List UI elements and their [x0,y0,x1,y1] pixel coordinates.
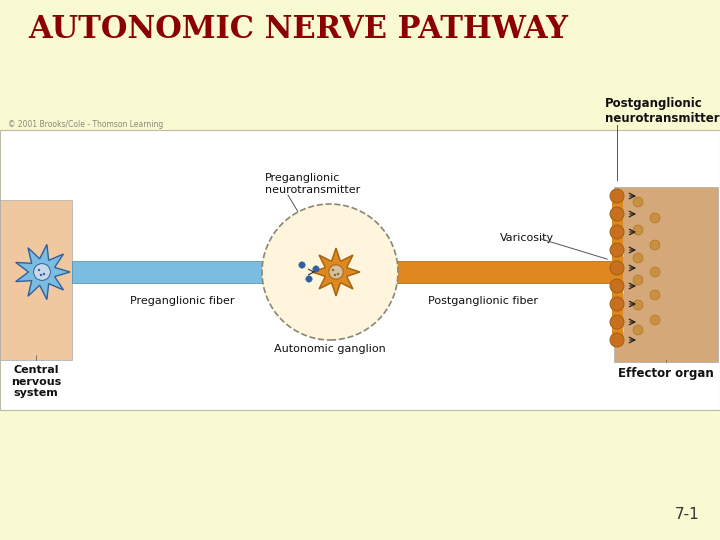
Circle shape [633,197,643,207]
Circle shape [610,189,624,203]
Wedge shape [614,282,624,302]
Circle shape [610,315,624,329]
Circle shape [610,279,624,293]
Text: Postganglionic fiber: Postganglionic fiber [428,296,538,306]
Circle shape [650,267,660,277]
Text: Preganglionic fiber: Preganglionic fiber [130,296,234,306]
Text: Preganglionic
neurotransmitter: Preganglionic neurotransmitter [265,173,360,195]
Circle shape [650,213,660,223]
Bar [0,200,72,360]
Circle shape [633,253,643,263]
Wedge shape [614,244,624,264]
Circle shape [633,225,643,235]
Polygon shape [16,245,70,300]
Wedge shape [614,320,624,340]
Text: © 2001 Brooks/Cole - Thomson Learning: © 2001 Brooks/Cole - Thomson Learning [8,120,163,129]
Wedge shape [614,206,624,226]
Text: AUTONOMIC NERVE PATHWAY: AUTONOMIC NERVE PATHWAY [28,15,568,45]
Circle shape [42,273,45,275]
Circle shape [37,269,40,271]
Text: Varicosity: Varicosity [500,233,554,243]
Circle shape [329,265,343,279]
Bar [614,187,718,362]
Circle shape [610,261,624,275]
Circle shape [34,264,50,280]
Circle shape [610,297,624,311]
Polygon shape [296,261,332,283]
Text: 7-1: 7-1 [675,507,700,522]
Circle shape [610,207,624,221]
Circle shape [633,275,643,285]
Circle shape [650,290,660,300]
Bar [72,261,296,283]
Ellipse shape [262,204,398,340]
Circle shape [610,333,624,347]
Circle shape [312,266,319,272]
Circle shape [334,274,336,276]
Bar [0,130,720,410]
Circle shape [40,274,42,276]
Circle shape [299,262,305,268]
Text: Effector organ: Effector organ [618,367,714,380]
Circle shape [650,240,660,250]
Circle shape [650,315,660,325]
Polygon shape [312,248,360,296]
Circle shape [633,325,643,335]
Bar [358,261,617,283]
Circle shape [332,269,334,271]
Circle shape [337,273,339,275]
Circle shape [633,300,643,310]
Circle shape [610,225,624,239]
Text: Postganglionic
neurotransmitter: Postganglionic neurotransmitter [605,97,719,125]
Text: Autonomic ganglion: Autonomic ganglion [274,344,386,354]
Circle shape [610,243,624,257]
Text: Central
nervous
system: Central nervous system [11,365,61,398]
Circle shape [306,276,312,282]
